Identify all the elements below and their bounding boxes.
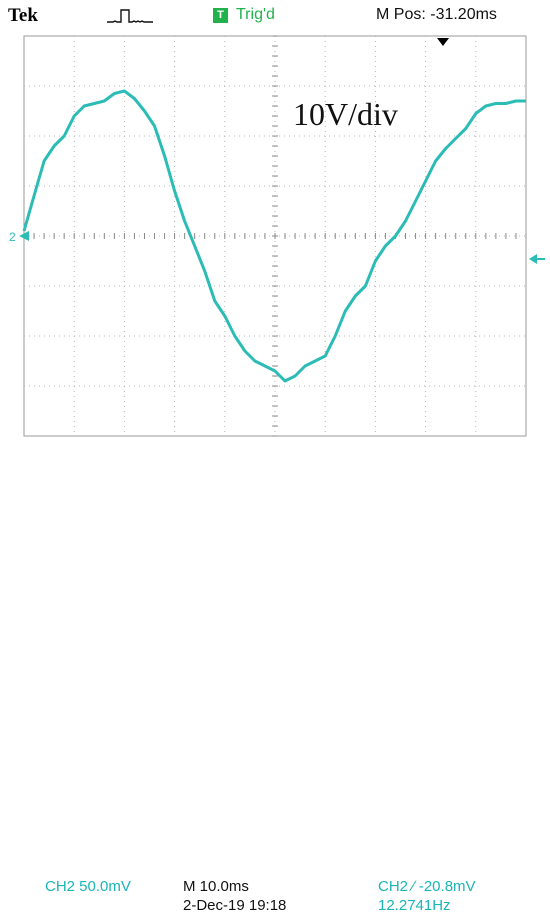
pulse-icon (107, 9, 153, 23)
readout-bar: CH2 50.0mV M 10.0ms 2-Dec-19 19:18 CH2 ∕… (0, 436, 550, 914)
trigger-position-marker (437, 38, 449, 46)
graticule (23, 35, 527, 437)
ch2-trace (22, 89, 526, 383)
trigger-level: CH2 ∕ -20.8mV (378, 878, 476, 895)
frequency-readout: 12.2741Hz (378, 897, 451, 914)
trigger-level-marker (529, 254, 545, 264)
m-position-readout: M Pos: -31.20ms (376, 6, 497, 23)
trigger-status: Trig'd (236, 6, 275, 23)
channel-scale: CH2 50.0mV (45, 878, 131, 895)
trigger-level-arrow-icon (529, 254, 537, 264)
brand-label: Tek (8, 5, 38, 26)
status-bar: Tek T Trig'd M Pos: -31.20ms (0, 0, 550, 30)
waveform-plot: 2 (9, 35, 545, 437)
trigger-badge: T (213, 8, 228, 23)
ground-arrow-icon (19, 231, 29, 241)
timebase: M 10.0ms (183, 878, 249, 895)
ground-marker: 2 (9, 230, 29, 244)
datetime: 2-Dec-19 19:18 (183, 897, 287, 914)
ground-marker-label: 2 (9, 230, 16, 244)
volts-per-div-annotation: 10V/div (293, 96, 398, 132)
